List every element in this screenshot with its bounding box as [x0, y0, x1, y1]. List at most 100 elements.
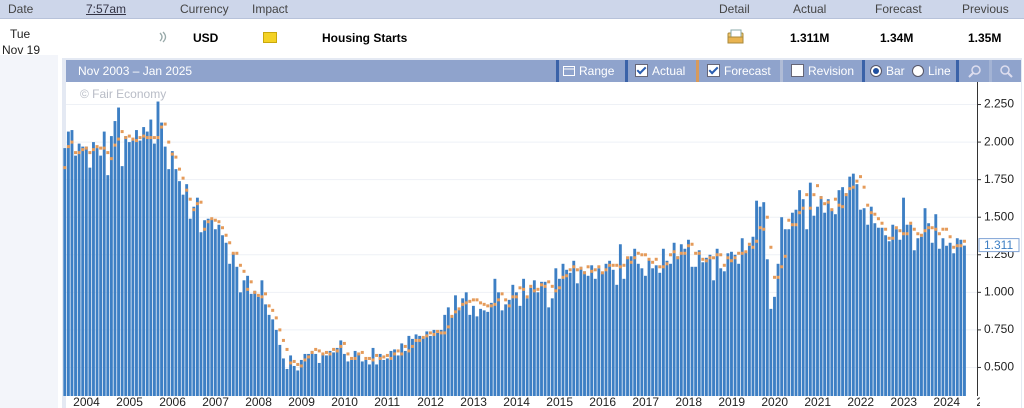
forecast-marker: [729, 259, 733, 263]
bar: [282, 358, 285, 396]
bar: [127, 142, 131, 396]
bar: [346, 361, 350, 396]
radio[interactable]: [870, 65, 882, 77]
forecast-marker: [145, 136, 149, 140]
zoom-in[interactable]: [968, 64, 982, 78]
forecast-marker: [367, 356, 371, 360]
actual-toggle[interactable]: Actual: [635, 64, 685, 78]
bar: [654, 265, 658, 396]
bar: [690, 266, 694, 396]
forecast-marker: [737, 251, 741, 255]
bar: [708, 254, 712, 396]
bar: [224, 242, 228, 396]
bar: [557, 278, 561, 396]
forecast-marker: [532, 289, 536, 293]
forecast-marker: [181, 176, 185, 180]
bar-mode[interactable]: Bar: [870, 64, 905, 78]
forecast-marker: [156, 136, 160, 140]
forecast-marker: [769, 245, 773, 249]
bar-label: Bar: [886, 64, 905, 78]
range-button-label: Range: [579, 64, 615, 78]
revision-label: Revision: [808, 64, 855, 78]
bar: [905, 224, 909, 396]
time-link[interactable]: 7:57am: [86, 2, 127, 16]
forecast-marker: [887, 236, 891, 240]
forecast-marker: [425, 334, 429, 338]
sound-icon[interactable]: [158, 31, 168, 43]
bar: [292, 365, 296, 396]
bar: [360, 361, 364, 396]
y-tick-label: 0.750: [984, 322, 1014, 336]
bar: [934, 214, 938, 396]
forecast-marker: [152, 136, 156, 140]
line-mode[interactable]: Line: [912, 64, 951, 78]
bar: [221, 235, 224, 396]
forecast-marker: [249, 280, 253, 284]
col-actual: Actual: [793, 2, 827, 16]
bar: [156, 101, 160, 396]
forecast-marker: [70, 140, 74, 144]
bar: [812, 215, 816, 396]
x-tick-label: 2021: [804, 395, 831, 408]
forecast-marker: [686, 244, 690, 248]
checkbox[interactable]: [791, 64, 804, 77]
forecast-marker: [142, 134, 146, 138]
checkbox[interactable]: [707, 64, 720, 77]
forecast-toggle[interactable]: Forecast: [707, 64, 771, 78]
bar: [253, 290, 257, 396]
bar: [794, 209, 798, 396]
x-tick-label: 2011: [374, 395, 400, 408]
forecast-marker: [826, 200, 830, 204]
forecast-marker: [787, 218, 791, 222]
forecast-marker: [561, 275, 565, 279]
bar: [522, 278, 526, 396]
bar: [790, 212, 794, 396]
forecast-marker: [726, 256, 730, 260]
forecast-marker: [661, 265, 665, 269]
bar: [733, 254, 737, 396]
forecast-marker: [902, 232, 906, 236]
bar: [210, 218, 214, 396]
col-currency: Currency: [180, 2, 229, 16]
bar: [694, 266, 698, 396]
revision-toggle[interactable]: Revision: [791, 64, 854, 78]
forecast-marker: [862, 185, 866, 189]
bar: [332, 352, 336, 396]
bar: [389, 350, 393, 396]
zoom-out[interactable]: [999, 64, 1013, 78]
forecast-marker: [403, 344, 407, 348]
x-tick-label: 2010: [331, 395, 358, 408]
forecast-marker: [525, 295, 529, 299]
forecast-marker: [167, 140, 171, 144]
forecast-marker: [522, 287, 526, 291]
forecast-marker: [898, 229, 902, 233]
bar: [798, 190, 802, 396]
forecast-marker: [583, 271, 587, 275]
range-button[interactable]: Range: [563, 64, 614, 78]
bar: [289, 355, 293, 396]
radio[interactable]: [912, 65, 924, 77]
bar: [658, 272, 662, 396]
col-detail: Detail: [719, 2, 750, 16]
bar: [256, 296, 260, 396]
x-tick-label: 2017: [632, 395, 659, 408]
forecast-marker: [296, 362, 300, 366]
forecast-marker: [88, 151, 92, 155]
forecast-marker: [267, 304, 271, 308]
bar: [780, 217, 784, 396]
bar: [855, 184, 859, 396]
bar: [719, 268, 723, 396]
bar: [715, 248, 719, 396]
checkbox[interactable]: [635, 64, 648, 77]
bar: [328, 350, 332, 396]
forecast-marker: [192, 208, 196, 212]
event-title[interactable]: Housing Starts: [322, 31, 408, 45]
bar: [597, 268, 601, 396]
forecast-marker: [238, 263, 242, 267]
bar: [117, 107, 120, 396]
detail-icon[interactable]: [727, 29, 745, 45]
forecast-marker: [74, 151, 78, 155]
bar: [88, 167, 92, 396]
bar: [532, 280, 536, 396]
forecast-marker: [618, 265, 622, 269]
